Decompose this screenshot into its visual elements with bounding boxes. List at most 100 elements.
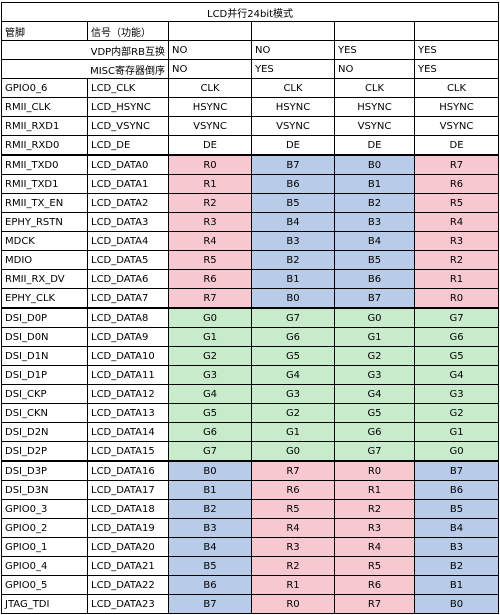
pin-row: RMII_TXD1 LCD_DATA1 R1 B6 B1 R6 xyxy=(1,174,500,194)
pin-row: DSI_CKN LCD_DATA13 G5 G2 G5 G2 xyxy=(1,403,500,423)
mode-cell: B4 xyxy=(334,231,415,251)
pin-cell: MDIO xyxy=(1,250,88,270)
pin-row: GPIO0_4 LCD_DATA21 B5 R2 R5 B2 xyxy=(1,556,500,576)
signal-cell: LCD_DATA6 xyxy=(87,269,169,289)
pin-row: RMII_RXD1 LCD_VSYNC VSYNC VSYNC VSYNC VSYNC xyxy=(1,116,500,136)
pin-cell: RMII_TXD1 xyxy=(1,174,88,194)
pin-cell: GPIO0_3 xyxy=(1,499,88,519)
pin-row: RMII_TXD0 LCD_DATA0 R0 B7 B0 R7 xyxy=(1,154,500,175)
mode-cell: G0 xyxy=(251,441,335,462)
mode-cell: R0 xyxy=(168,154,252,175)
mode-cell: R1 xyxy=(251,575,335,595)
mode-cell: G6 xyxy=(251,327,335,347)
mode-cell: G7 xyxy=(334,441,415,462)
mode-cell: R3 xyxy=(168,212,252,232)
mode-cell: R4 xyxy=(413,212,500,232)
mode-cell: G1 xyxy=(168,327,252,347)
table-title: LCD并行24bit模式 xyxy=(0,2,500,22)
mode-cell: R4 xyxy=(251,518,335,538)
mode-cell: HSYNC xyxy=(413,97,500,117)
signal-cell: LCD_DATA1 xyxy=(87,174,169,194)
mode-cell: R7 xyxy=(413,154,500,175)
pin-cell: DSI_D0P xyxy=(1,307,88,328)
option-value: NO xyxy=(168,40,252,60)
mode-cell: R2 xyxy=(413,250,500,270)
option-row: VDP内部RB互换 NO NO YES YES xyxy=(1,40,500,60)
mode-cell: R5 xyxy=(413,193,500,213)
pin-cell: RMII_RXD1 xyxy=(1,116,88,136)
signal-cell: LCD_CLK xyxy=(87,78,169,98)
mode-cell: B5 xyxy=(334,250,415,270)
signal-cell: LCD_DATA16 xyxy=(87,460,169,481)
mode-cell: B1 xyxy=(334,174,415,194)
mode-cell: B3 xyxy=(251,231,335,251)
mode-cell: R0 xyxy=(251,594,335,614)
pin-cell: DSI_CKN xyxy=(1,403,88,423)
header-cell xyxy=(168,21,252,41)
pin-row: DSI_D0P LCD_DATA8 G0 G7 G0 G7 xyxy=(1,307,500,328)
mode-cell: VSYNC xyxy=(251,116,335,136)
mode-cell: B5 xyxy=(168,556,252,576)
pin-cell: DSI_D1N xyxy=(1,346,88,366)
mode-cell: B3 xyxy=(413,537,500,557)
mode-cell: G1 xyxy=(251,422,335,442)
pin-cell: EPHY_CLK xyxy=(1,288,88,309)
signal-cell: LCD_DATA9 xyxy=(87,327,169,347)
pin-row: DSI_D2N LCD_DATA14 G6 G1 G6 G1 xyxy=(1,422,500,442)
signal-cell: LCD_DATA11 xyxy=(87,365,169,385)
mode-cell: B2 xyxy=(413,556,500,576)
mode-cell: B0 xyxy=(168,460,252,481)
signal-cell: LCD_DATA13 xyxy=(87,403,169,423)
mode-cell: VSYNC xyxy=(334,116,415,136)
mode-cell: B1 xyxy=(251,269,335,289)
mode-cell: G0 xyxy=(334,307,415,328)
mode-cell: B1 xyxy=(413,575,500,595)
mode-cell: G0 xyxy=(168,307,252,328)
mode-cell: B5 xyxy=(413,499,500,519)
mode-cell: R1 xyxy=(334,480,415,500)
pin-cell: DSI_D2N xyxy=(1,422,88,442)
mode-cell: G4 xyxy=(413,365,500,385)
pin-cell: MDCK xyxy=(1,231,88,251)
option-value: YES xyxy=(413,59,500,79)
mode-cell: CLK xyxy=(168,78,252,98)
mode-cell: R0 xyxy=(413,288,500,309)
pin-cell: RMII_TXD0 xyxy=(1,154,88,175)
mode-cell: R7 xyxy=(168,288,252,309)
option-value: YES xyxy=(413,40,500,60)
pin-cell: GPIO0_4 xyxy=(1,556,88,576)
mode-cell: R4 xyxy=(334,537,415,557)
mode-cell: R6 xyxy=(168,269,252,289)
mode-cell: G2 xyxy=(413,403,500,423)
pin-row: DSI_D1N LCD_DATA10 G2 G5 G2 G5 xyxy=(1,346,500,366)
mode-cell: CLK xyxy=(334,78,415,98)
pin-row: RMII_TX_EN LCD_DATA2 R2 B5 B2 R5 xyxy=(1,193,500,213)
signal-cell: LCD_VSYNC xyxy=(87,116,169,136)
pin-cell: GPIO0_2 xyxy=(1,518,88,538)
mode-cell: G1 xyxy=(334,327,415,347)
pin-cell: DSI_D2P xyxy=(1,441,88,462)
pin-row: EPHY_RSTN LCD_DATA3 R3 B4 B3 R4 xyxy=(1,212,500,232)
mode-cell: G5 xyxy=(413,346,500,366)
mode-cell: G4 xyxy=(251,365,335,385)
pin-row: JTAG_TDI LCD_DATA23 B7 R0 R7 B0 xyxy=(1,594,500,614)
option-label: MISC寄存器倒序 xyxy=(1,59,169,79)
mode-cell: R3 xyxy=(413,231,500,251)
mode-cell: G6 xyxy=(168,422,252,442)
pin-cell: RMII_RXD0 xyxy=(1,135,88,156)
pin-row: DSI_D3N LCD_DATA17 B1 R6 R1 B6 xyxy=(1,480,500,500)
option-label: VDP内部RB互换 xyxy=(1,40,169,60)
mode-cell: HSYNC xyxy=(334,97,415,117)
pin-row: DSI_D1P LCD_DATA11 G3 G4 G3 G4 xyxy=(1,365,500,385)
signal-cell: LCD_DATA5 xyxy=(87,250,169,270)
pin-cell: EPHY_RSTN xyxy=(1,212,88,232)
pin-cell: DSI_D0N xyxy=(1,327,88,347)
signal-cell: LCD_DATA17 xyxy=(87,480,169,500)
pin-row: DSI_D2P LCD_DATA15 G7 G0 G7 G0 xyxy=(1,441,500,462)
mode-cell: B6 xyxy=(413,480,500,500)
mode-cell: G4 xyxy=(334,384,415,404)
mode-cell: G2 xyxy=(251,403,335,423)
signal-cell: LCD_DATA20 xyxy=(87,537,169,557)
pin-row: RMII_RXD0 LCD_DE DE DE DE DE xyxy=(1,135,500,156)
